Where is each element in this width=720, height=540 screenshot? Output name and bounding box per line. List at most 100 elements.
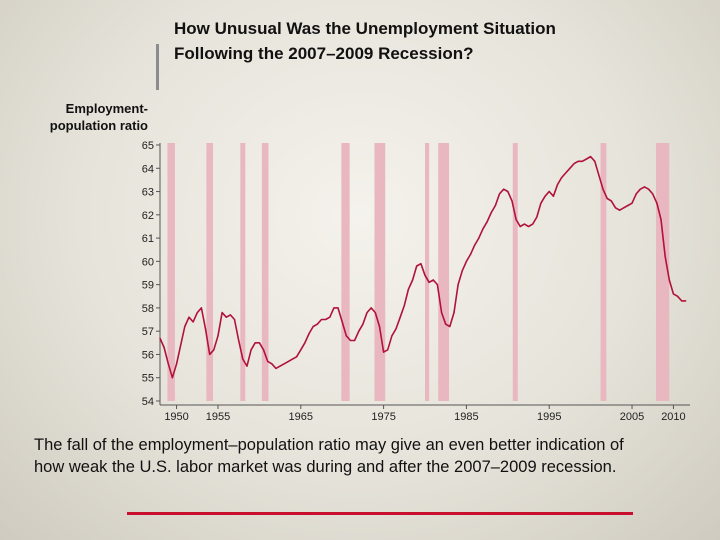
data-point xyxy=(196,311,198,314)
y-tick-label-65: 65 xyxy=(142,140,154,152)
data-point xyxy=(217,335,219,337)
data-point xyxy=(614,207,617,209)
data-point xyxy=(565,172,567,174)
data-point xyxy=(532,223,534,225)
recession-band-4 xyxy=(341,143,350,401)
data-point xyxy=(279,365,281,367)
data-point xyxy=(399,316,401,318)
data-point xyxy=(647,188,650,190)
data-point xyxy=(548,190,550,193)
y-tick-label-55: 55 xyxy=(142,373,154,385)
data-point xyxy=(345,335,347,337)
y-tick-label-61: 61 xyxy=(142,233,154,245)
data-point xyxy=(275,367,277,370)
x-tick-label-2005: 2005 xyxy=(620,411,644,423)
recession-band-9 xyxy=(600,143,607,401)
data-point xyxy=(250,349,252,351)
data-point xyxy=(540,202,542,204)
data-point xyxy=(457,284,459,286)
data-point xyxy=(598,174,600,176)
data-point xyxy=(320,318,323,321)
data-point xyxy=(672,293,675,295)
y-tick-label-63: 63 xyxy=(142,187,154,199)
y-tick-label-57: 57 xyxy=(142,326,154,338)
recession-band-5 xyxy=(374,143,386,401)
data-point xyxy=(610,200,612,202)
data-point xyxy=(395,328,397,330)
data-point xyxy=(643,186,646,188)
data-point xyxy=(341,321,343,323)
data-point xyxy=(519,225,521,228)
data-point xyxy=(428,281,430,283)
data-point xyxy=(283,363,285,365)
x-tick-label-1985: 1985 xyxy=(454,411,478,423)
data-point xyxy=(585,158,588,160)
x-tick-label-1975: 1975 xyxy=(371,411,395,423)
data-point xyxy=(362,323,364,325)
red-accent-rule xyxy=(127,512,633,515)
y-axis-title-line-1: Employment- xyxy=(66,101,148,116)
data-point xyxy=(159,337,161,339)
data-point xyxy=(453,311,455,314)
data-point xyxy=(267,360,269,363)
slide-title: How Unusual Was the Unemployment Situati… xyxy=(174,16,694,66)
data-point xyxy=(590,156,592,158)
data-point xyxy=(523,223,525,225)
data-point xyxy=(527,225,530,228)
x-tick-label-1995: 1995 xyxy=(537,411,561,423)
data-point xyxy=(494,204,496,207)
data-point xyxy=(639,188,641,190)
data-point xyxy=(180,344,182,346)
y-tick-label-59: 59 xyxy=(142,280,154,292)
data-point xyxy=(685,300,687,302)
data-point xyxy=(556,183,559,186)
data-point xyxy=(304,342,306,344)
data-point xyxy=(300,349,302,351)
y-tick-label-60: 60 xyxy=(142,256,154,268)
data-point xyxy=(329,316,331,318)
data-point xyxy=(333,307,335,309)
data-point xyxy=(631,202,633,204)
recession-band-3 xyxy=(261,143,269,401)
data-point xyxy=(561,176,563,179)
data-point xyxy=(225,316,227,318)
data-point xyxy=(411,279,414,281)
data-point xyxy=(209,353,211,356)
data-point xyxy=(391,335,393,337)
y-tick-label-54: 54 xyxy=(142,396,154,408)
recession-band-1 xyxy=(206,143,213,401)
series-line-0 xyxy=(159,155,686,379)
y-tick-label-58: 58 xyxy=(142,303,154,315)
slide-title-line-2: Following the 2007–2009 Recession? xyxy=(174,44,474,63)
data-point xyxy=(238,339,240,342)
data-point xyxy=(676,295,679,297)
data-point xyxy=(656,202,658,204)
recession-band-8 xyxy=(512,143,518,401)
data-point xyxy=(652,193,654,195)
data-point xyxy=(635,193,637,195)
data-point xyxy=(358,330,360,332)
slide-caption: The fall of the employment–population ra… xyxy=(34,434,694,478)
data-point xyxy=(469,253,472,255)
data-point xyxy=(325,318,327,321)
axes: 54 55 56 57 58 59 60 61 62 63 64 65 1950 1955 1965 1975… xyxy=(142,140,690,423)
data-point xyxy=(440,311,443,314)
data-point xyxy=(221,311,223,314)
data-point xyxy=(233,318,236,321)
data-point xyxy=(619,209,621,211)
data-point xyxy=(668,279,670,281)
data-point xyxy=(594,160,596,162)
data-point xyxy=(623,207,625,209)
x-tick-label-1965: 1965 xyxy=(289,411,313,423)
data-point xyxy=(424,274,426,276)
data-point xyxy=(552,195,554,197)
data-point xyxy=(308,332,310,335)
data-point xyxy=(188,316,190,318)
data-point xyxy=(262,349,265,351)
title-divider xyxy=(156,44,159,90)
y-tick-label-56: 56 xyxy=(142,349,154,361)
data-point xyxy=(507,190,509,193)
data-point xyxy=(681,300,683,302)
data-point xyxy=(200,307,203,309)
data-point xyxy=(416,265,418,267)
